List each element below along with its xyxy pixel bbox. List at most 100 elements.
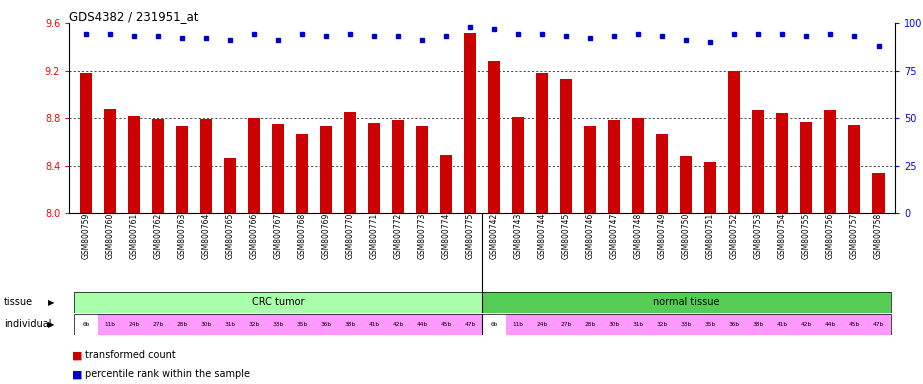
Text: 38b: 38b xyxy=(753,322,764,327)
Text: 11b: 11b xyxy=(513,322,523,327)
Bar xyxy=(603,314,627,335)
Bar xyxy=(74,292,482,313)
Text: transformed count: transformed count xyxy=(85,350,175,360)
Bar xyxy=(747,314,771,335)
Bar xyxy=(104,109,116,213)
Text: ▶: ▶ xyxy=(48,320,54,329)
Text: 28b: 28b xyxy=(176,322,187,327)
Text: 24b: 24b xyxy=(536,322,548,327)
Text: GSM800760: GSM800760 xyxy=(105,213,114,260)
Text: GSM800743: GSM800743 xyxy=(514,213,522,260)
Text: GSM800754: GSM800754 xyxy=(778,213,787,260)
Bar xyxy=(248,118,260,213)
Bar xyxy=(170,314,194,335)
Bar xyxy=(800,122,812,213)
Text: 11b: 11b xyxy=(104,322,115,327)
Bar xyxy=(242,314,266,335)
Text: GSM800753: GSM800753 xyxy=(754,213,763,260)
Bar xyxy=(579,314,603,335)
Bar xyxy=(507,314,531,335)
Bar xyxy=(656,134,668,213)
Bar xyxy=(704,162,716,213)
Bar xyxy=(651,314,675,335)
Text: GSM800759: GSM800759 xyxy=(81,213,90,260)
Text: 35b: 35b xyxy=(705,322,716,327)
Text: ■: ■ xyxy=(72,369,82,379)
Text: GSM800766: GSM800766 xyxy=(249,213,258,260)
Text: GSM800771: GSM800771 xyxy=(370,213,378,259)
Bar xyxy=(699,314,723,335)
Text: 45b: 45b xyxy=(440,322,452,327)
Text: GSM800772: GSM800772 xyxy=(394,213,402,259)
Bar xyxy=(776,113,788,213)
Bar xyxy=(458,314,482,335)
Bar xyxy=(867,314,891,335)
Text: 27b: 27b xyxy=(152,322,163,327)
Text: 32b: 32b xyxy=(657,322,668,327)
Text: 36b: 36b xyxy=(729,322,740,327)
Bar xyxy=(344,112,356,213)
Text: GSM800769: GSM800769 xyxy=(322,213,330,260)
Bar xyxy=(728,71,740,213)
Text: 33b: 33b xyxy=(681,322,692,327)
Text: GSM800748: GSM800748 xyxy=(634,213,642,259)
Bar xyxy=(362,314,386,335)
Text: 6b: 6b xyxy=(82,322,90,327)
Bar xyxy=(488,61,500,213)
Bar xyxy=(872,173,884,213)
Text: GSM800755: GSM800755 xyxy=(802,213,811,260)
Text: 45b: 45b xyxy=(849,322,860,327)
Text: percentile rank within the sample: percentile rank within the sample xyxy=(85,369,250,379)
Text: GSM800745: GSM800745 xyxy=(562,213,570,260)
Bar xyxy=(680,156,692,213)
Bar xyxy=(531,314,555,335)
Bar xyxy=(632,118,644,213)
Text: GSM800750: GSM800750 xyxy=(682,213,691,260)
Text: 36b: 36b xyxy=(320,322,331,327)
Bar xyxy=(608,121,620,213)
Text: 24b: 24b xyxy=(128,322,139,327)
Bar xyxy=(771,314,795,335)
Bar xyxy=(464,33,476,213)
Bar xyxy=(80,73,92,213)
Text: 35b: 35b xyxy=(296,322,307,327)
Bar xyxy=(320,126,332,213)
Text: ■: ■ xyxy=(72,350,82,360)
Text: 47b: 47b xyxy=(873,322,884,327)
Text: 42b: 42b xyxy=(392,322,404,327)
Text: 6b: 6b xyxy=(491,322,498,327)
Text: GSM800761: GSM800761 xyxy=(129,213,138,259)
Bar xyxy=(122,314,146,335)
Text: GSM800763: GSM800763 xyxy=(177,213,186,260)
Text: 31b: 31b xyxy=(633,322,644,327)
Bar xyxy=(200,119,212,213)
Text: GSM800762: GSM800762 xyxy=(153,213,162,259)
Bar xyxy=(314,314,338,335)
Bar xyxy=(560,79,572,213)
Bar xyxy=(146,314,170,335)
Bar xyxy=(128,116,140,213)
Text: 28b: 28b xyxy=(584,322,596,327)
Bar xyxy=(266,314,290,335)
Bar xyxy=(627,314,651,335)
Text: 38b: 38b xyxy=(344,322,355,327)
Bar xyxy=(723,314,747,335)
Text: individual: individual xyxy=(4,319,51,329)
Bar xyxy=(416,126,428,213)
Bar xyxy=(98,314,122,335)
Text: GSM800747: GSM800747 xyxy=(610,213,618,260)
Bar xyxy=(843,314,867,335)
Bar xyxy=(675,314,699,335)
Bar xyxy=(752,110,764,213)
Bar xyxy=(512,117,524,213)
Text: GSM800764: GSM800764 xyxy=(201,213,210,260)
Text: 30b: 30b xyxy=(609,322,620,327)
Text: GSM800752: GSM800752 xyxy=(730,213,739,259)
Bar xyxy=(224,159,236,213)
Bar xyxy=(440,155,452,213)
Text: GSM800746: GSM800746 xyxy=(586,213,594,260)
Text: GSM800742: GSM800742 xyxy=(490,213,498,259)
Text: 42b: 42b xyxy=(801,322,812,327)
Text: ▶: ▶ xyxy=(48,298,54,307)
Text: 44b: 44b xyxy=(825,322,836,327)
